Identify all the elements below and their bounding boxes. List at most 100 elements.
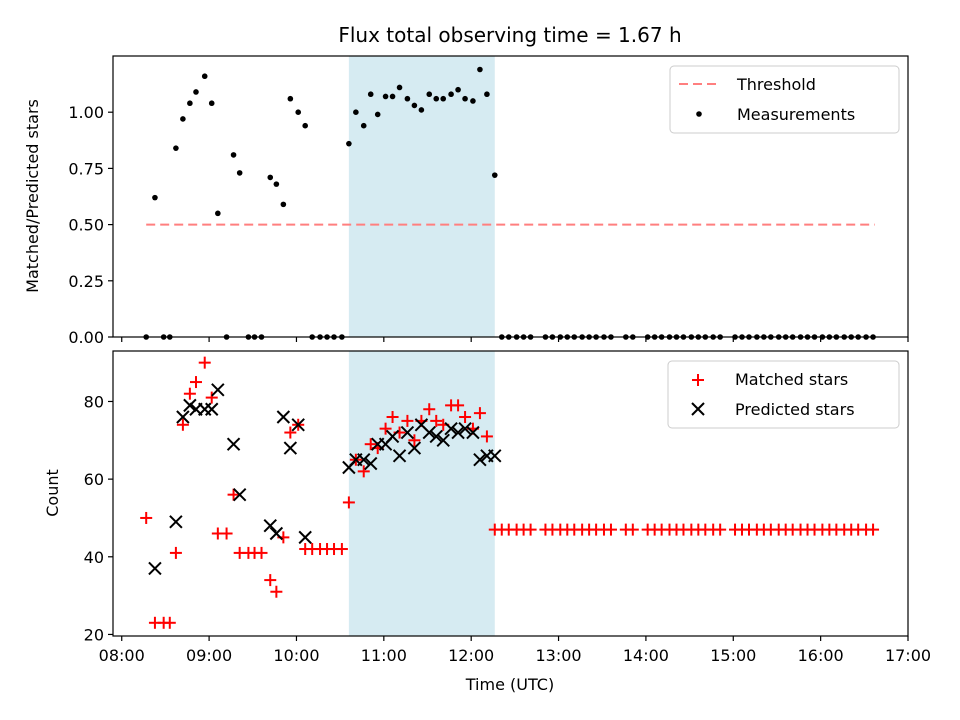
top-axes-frame [112,55,909,338]
bottom-panel: 20 40 60 80 08:00 09:00 10:00 11:00 12:00 13:00 1… [43,350,931,694]
measurement-point [273,181,280,187]
legend-measurement-label: Measurements [737,105,855,124]
predicted-star-point [436,433,450,448]
measurement-point [455,86,461,93]
matched-star-point [430,414,443,427]
bottom-xtick-label: 16:00 [798,646,844,665]
matched-star-point [423,403,436,416]
bottom-y-axis: 20 40 60 80 [84,392,113,644]
bottom-ytick-label: 40 [84,548,104,567]
bottom-xtick-label: 14:00 [623,646,669,665]
matched-star-point [342,496,355,509]
predicted-star-point [148,561,162,576]
matched-star-point [480,430,493,443]
matched-star-point [163,616,176,629]
measurement-point [193,89,199,95]
matched-star-point [335,543,348,556]
measurement-point [404,95,411,102]
predicted-star-point [232,487,247,502]
measurement-point [152,194,158,201]
bottom-xtick-label: 15:00 [710,646,756,665]
bottom-ytick-label: 20 [84,625,104,644]
predicted-star-point [291,418,305,432]
measurement-point [280,201,287,208]
top-ytick-label: 1.00 [68,103,104,122]
measurement-point [462,95,468,102]
matched-star-point [176,418,189,431]
top-ytick-label: 0.25 [68,272,104,291]
bottom-xtick-label: 12:00 [448,646,494,665]
measurement-point [396,84,403,91]
predicted-star-point [298,530,312,545]
legend-threshold-label: Threshold [736,75,816,94]
matched-star-point [604,523,617,536]
matched-star-point [401,414,414,427]
bottom-axes-frame [112,350,909,637]
legend-predicted-swatch [691,402,705,416]
bottom-xtick-label: 09:00 [186,646,232,665]
bottom-legend-box [667,360,900,429]
top-ytick-label: 0.75 [68,159,104,178]
measurement-point [287,95,294,102]
measurement-point [491,172,498,178]
predicted-star-point [276,410,291,424]
measurement-point [477,66,483,73]
measurement-point [484,91,490,98]
matched-star-point [227,488,240,501]
top-observing-window-shade [348,56,495,337]
matched-star-point [867,523,880,536]
matched-star-point [220,527,233,540]
measurement-point [440,95,447,102]
matched-star-point [205,391,218,404]
predicted-star-point [488,449,502,463]
predicted-star-point [407,441,422,455]
predicted-star-point [226,437,241,451]
predicted-star-point [263,519,277,533]
top-panel: 0.00 0.25 0.50 0.75 1.00 Matched/Predicted s… [23,55,909,347]
measurement-point [382,93,389,100]
matched-star-point [364,438,377,451]
measurement-point [302,122,308,129]
bottom-xtick-label: 11:00 [361,646,407,665]
bottom-observing-window-shade [348,351,495,636]
measurement-point [374,111,381,118]
bottom-xtick-label: 10:00 [273,646,319,665]
matched-star-point [473,407,486,420]
measurement-point [295,109,302,115]
legend-measurement-swatch [696,111,702,117]
matched-star-point [626,523,639,536]
top-y-axis-label: Matched/Predicted stars [23,99,42,293]
predicted-star-point [211,383,225,397]
measurement-point [236,170,243,176]
predicted-star-point [400,425,415,440]
predicted-star-point [444,421,458,436]
measurement-point [230,152,237,158]
measurement-point [173,145,179,151]
matched-star-point [198,356,211,369]
matched-star-point [284,426,297,439]
predicted-star-point [183,398,197,413]
matched-star-point [357,465,370,478]
matched-star-point [714,523,727,536]
top-x-axis [121,337,909,342]
chart-title: Flux total observing time = 1.67 h [338,23,681,47]
legend-matched-swatch [692,374,704,386]
matched-star-point [524,523,537,536]
matched-star-point [264,574,277,587]
bottom-xtick-label: 13:00 [535,646,581,665]
legend-predicted-label: Predicted stars [735,400,855,419]
predicted-star-point [458,421,472,436]
matched-star-point [189,376,202,389]
top-legend: Threshold Measurements [669,65,900,134]
matched-star-point [459,411,472,424]
predicted-star-point [392,449,407,463]
x-axis-label: Time (UTC) [465,675,554,694]
matched-star-points [140,356,880,629]
predicted-star-point [429,429,443,444]
matched-star-point [255,546,268,559]
measurement-point [470,98,476,104]
bottom-xtick-label: 17:00 [885,646,931,665]
bottom-ytick-label: 60 [84,470,104,489]
measurement-point [180,116,186,122]
